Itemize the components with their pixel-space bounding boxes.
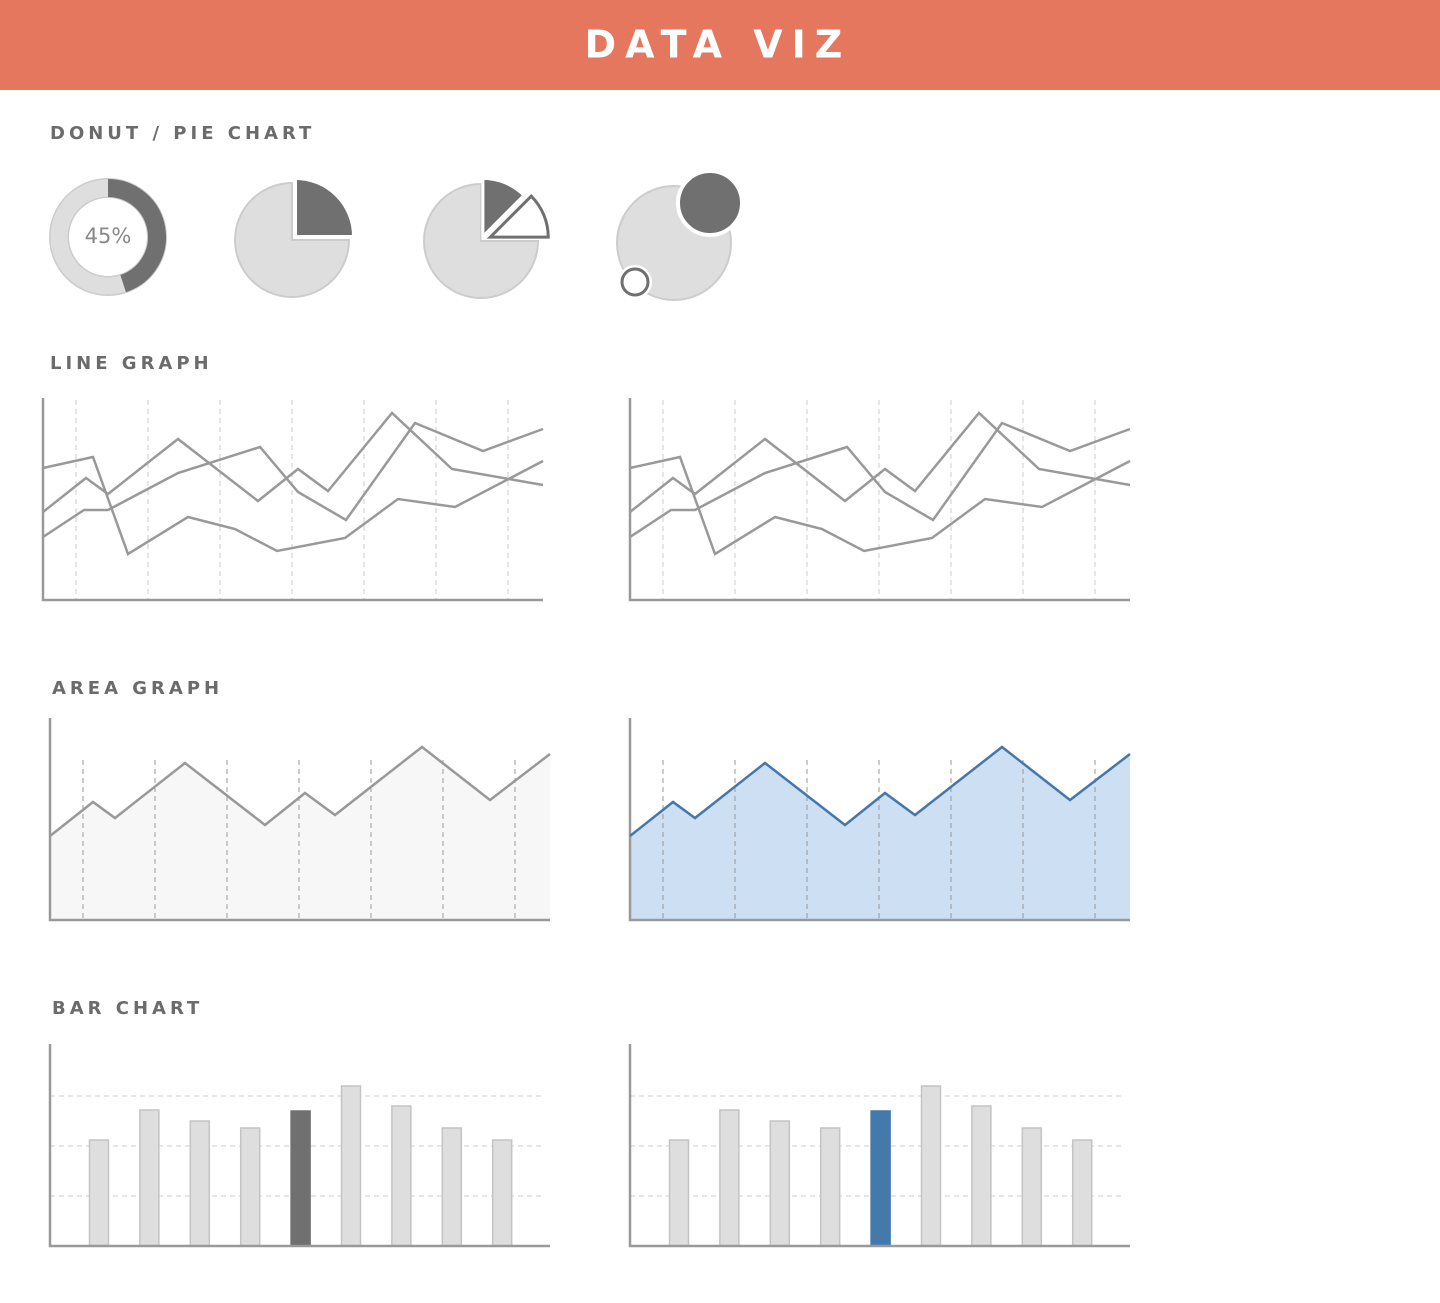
header-bar (0, 0, 1440, 90)
axis (628, 718, 1130, 922)
line (629, 421, 1131, 539)
line (42, 455, 544, 556)
area-line (629, 745, 1131, 837)
donut-label: 45% (85, 224, 132, 248)
line (42, 421, 544, 539)
section-title: BAR CHART (52, 998, 203, 1019)
pie-rest (423, 182, 540, 299)
bar (139, 1109, 160, 1247)
bar (668, 1139, 690, 1247)
axis (628, 398, 1130, 602)
line (629, 411, 1131, 513)
bar (391, 1105, 412, 1247)
pie-slice (481, 176, 527, 241)
axis (48, 718, 550, 922)
axis (41, 398, 543, 602)
bar (491, 1139, 513, 1247)
area-line (49, 745, 551, 837)
bar (239, 1127, 261, 1247)
bar (719, 1109, 740, 1247)
bar (971, 1105, 992, 1247)
bar (189, 1120, 211, 1247)
bar (920, 1085, 942, 1247)
bar (1071, 1139, 1093, 1247)
section-title: AREA GRAPH (52, 678, 223, 699)
bar (340, 1085, 362, 1247)
bar (769, 1120, 791, 1247)
section-title: LINE GRAPH (50, 353, 213, 374)
bubble (620, 267, 650, 297)
bar (88, 1139, 110, 1247)
pie-rest (234, 181, 351, 298)
axis (48, 1044, 550, 1248)
bar (870, 1110, 891, 1247)
section-title: DONUT / PIE CHART (50, 123, 315, 144)
area (50, 747, 550, 920)
line (629, 455, 1131, 556)
bar (441, 1127, 463, 1247)
donut-segment (107, 179, 166, 293)
area (630, 747, 1130, 920)
bar (1021, 1127, 1043, 1247)
bubble (676, 169, 744, 237)
header-title: DATA VIZ (585, 23, 852, 67)
bar (819, 1127, 841, 1247)
pie-slice (486, 194, 550, 239)
bar (290, 1110, 311, 1247)
line (42, 411, 544, 513)
axis (628, 1044, 1130, 1248)
pie-slice (294, 176, 356, 238)
